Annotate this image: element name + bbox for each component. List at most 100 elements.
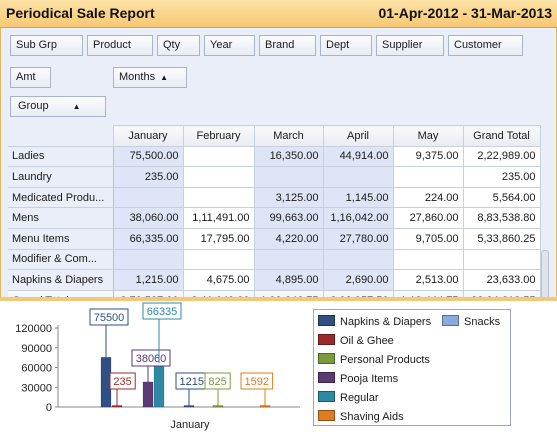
data-label: 66335 xyxy=(147,306,178,318)
data-label-box xyxy=(204,372,231,390)
data-label-box xyxy=(131,349,171,367)
row-header[interactable]: Laundry xyxy=(8,166,114,188)
column-field-months[interactable]: Months ▲ xyxy=(113,67,187,88)
data-label-box xyxy=(240,372,274,390)
table-cell[interactable]: 2,690.00 xyxy=(322,269,394,291)
table-cell[interactable] xyxy=(182,166,255,188)
splitter[interactable] xyxy=(0,297,557,301)
legend-label: Snacks xyxy=(464,316,501,328)
table-cell[interactable] xyxy=(253,248,324,271)
field-label: Year xyxy=(210,39,233,51)
data-field-amt[interactable]: Amt xyxy=(10,67,51,88)
y-tick-label: 60000 xyxy=(21,363,52,375)
table-cell[interactable]: 1,16,042.00 xyxy=(322,207,394,229)
row-header[interactable]: Mens xyxy=(8,207,114,229)
data-label: 1592 xyxy=(245,376,269,388)
filter-field-qty[interactable]: Qty xyxy=(157,35,200,56)
field-label: Dept xyxy=(326,39,350,51)
legend-label: Oil & Ghee xyxy=(340,335,394,347)
column-header-grand-total[interactable]: Grand Total xyxy=(462,125,541,147)
row-field-group[interactable]: Group ▲ xyxy=(10,96,106,117)
data-label-box xyxy=(142,302,182,320)
table-cell[interactable]: 9,375.00 xyxy=(392,145,464,168)
row-header[interactable]: Napkins & Diapers xyxy=(8,269,114,291)
table-cell[interactable]: 4,220.00 xyxy=(253,227,324,250)
table-cell[interactable]: 235.00 xyxy=(462,166,541,188)
legend-item: Regular xyxy=(318,391,379,404)
table-cell[interactable]: 224.00 xyxy=(392,186,464,209)
data-label: 235 xyxy=(113,376,131,388)
table-cell[interactable] xyxy=(322,248,394,271)
column-header[interactable]: February xyxy=(182,125,255,147)
table-cell[interactable]: 38,060.00 xyxy=(112,207,184,229)
column-header[interactable]: April xyxy=(322,125,394,147)
table-cell[interactable] xyxy=(182,145,255,168)
legend-swatch xyxy=(318,410,335,421)
field-label: Amt xyxy=(16,71,36,83)
table-row: Napkins & Diapers 1,215.00 4,675.00 4,895.0… xyxy=(8,269,541,291)
row-header[interactable]: Ladies xyxy=(8,145,114,168)
filter-field-sub-grp[interactable]: Sub Grp xyxy=(10,35,83,56)
table-cell[interactable]: 1,215.00 xyxy=(112,269,184,291)
table-cell[interactable]: 5,564.00 xyxy=(462,186,541,209)
field-label: Supplier xyxy=(382,39,423,51)
table-cell[interactable]: 8,83,538.80 xyxy=(462,207,541,229)
table-cell[interactable]: 75,500.00 xyxy=(112,145,184,168)
table-cell[interactable] xyxy=(392,248,464,271)
column-header[interactable]: March xyxy=(253,125,324,147)
field-label: Product xyxy=(93,39,131,51)
table-cell[interactable]: 5,33,860.25 xyxy=(462,227,541,250)
column-header[interactable]: January xyxy=(112,125,184,147)
table-cell[interactable]: 2,513.00 xyxy=(392,269,464,291)
row-header[interactable]: Menu Items xyxy=(8,227,114,250)
filter-field-supplier[interactable]: Supplier xyxy=(376,35,444,56)
legend-label: Shaving Aids xyxy=(340,411,404,423)
filter-field-brand[interactable]: Brand xyxy=(259,35,316,56)
data-label: 38060 xyxy=(136,353,167,365)
legend-swatch xyxy=(318,315,335,326)
legend-item: Pooja Items xyxy=(318,372,398,385)
table-cell[interactable] xyxy=(112,186,184,209)
table-cell[interactable] xyxy=(392,166,464,188)
table-cell[interactable]: 235.00 xyxy=(112,166,184,188)
bar xyxy=(183,405,195,408)
table-cell[interactable] xyxy=(462,248,541,271)
table-cell[interactable]: 66,335.00 xyxy=(112,227,184,250)
table-cell[interactable]: 27,860.00 xyxy=(392,207,464,229)
table-cell[interactable]: 1,11,491.00 xyxy=(182,207,255,229)
table-cell[interactable]: 2,22,989.00 xyxy=(462,145,541,168)
report-title-bar: Periodical Sale Report 01-Apr-2012 - 31-… xyxy=(0,0,557,28)
table-cell[interactable]: 99,663.00 xyxy=(253,207,324,229)
table-cell[interactable]: 23,633.00 xyxy=(462,269,541,291)
table-cell[interactable] xyxy=(322,166,394,188)
data-label: 1215 xyxy=(180,376,204,388)
table-cell[interactable]: 16,350.00 xyxy=(253,145,324,168)
filter-field-year[interactable]: Year xyxy=(204,35,255,56)
table-cell[interactable]: 3,125.00 xyxy=(253,186,324,209)
table-cell[interactable]: 44,914.00 xyxy=(322,145,394,168)
legend-label: Pooja Items xyxy=(340,373,399,385)
table-cell[interactable]: 9,705.00 xyxy=(392,227,464,250)
y-tick-label: 120000 xyxy=(15,323,52,335)
table-row: Modifier & Com... xyxy=(8,248,541,271)
table-row: Mens 38,060.00 1,11,491.00 99,663.00 1,16,04… xyxy=(8,207,541,229)
filter-field-product[interactable]: Product xyxy=(87,35,153,56)
filter-field-customer[interactable]: Customer xyxy=(448,35,523,56)
table-cell[interactable]: 17,795.00 xyxy=(182,227,255,250)
table-cell[interactable]: 1,145.00 xyxy=(322,186,394,209)
row-header[interactable]: Medicated Produ... xyxy=(8,186,114,209)
bar xyxy=(212,405,224,408)
column-header[interactable]: May xyxy=(392,125,464,147)
data-label-box xyxy=(89,308,129,326)
table-cell[interactable] xyxy=(182,186,255,209)
table-cell[interactable]: 4,675.00 xyxy=(182,269,255,291)
row-header[interactable]: Modifier & Com... xyxy=(8,248,114,271)
bar xyxy=(142,381,154,408)
filter-field-dept[interactable]: Dept xyxy=(320,35,372,56)
table-cell[interactable]: 4,895.00 xyxy=(253,269,324,291)
table-cell[interactable] xyxy=(112,248,184,271)
table-cell[interactable] xyxy=(182,248,255,271)
legend-item: Personal Products xyxy=(318,353,430,366)
table-cell[interactable] xyxy=(253,166,324,188)
table-cell[interactable]: 27,780.00 xyxy=(322,227,394,250)
